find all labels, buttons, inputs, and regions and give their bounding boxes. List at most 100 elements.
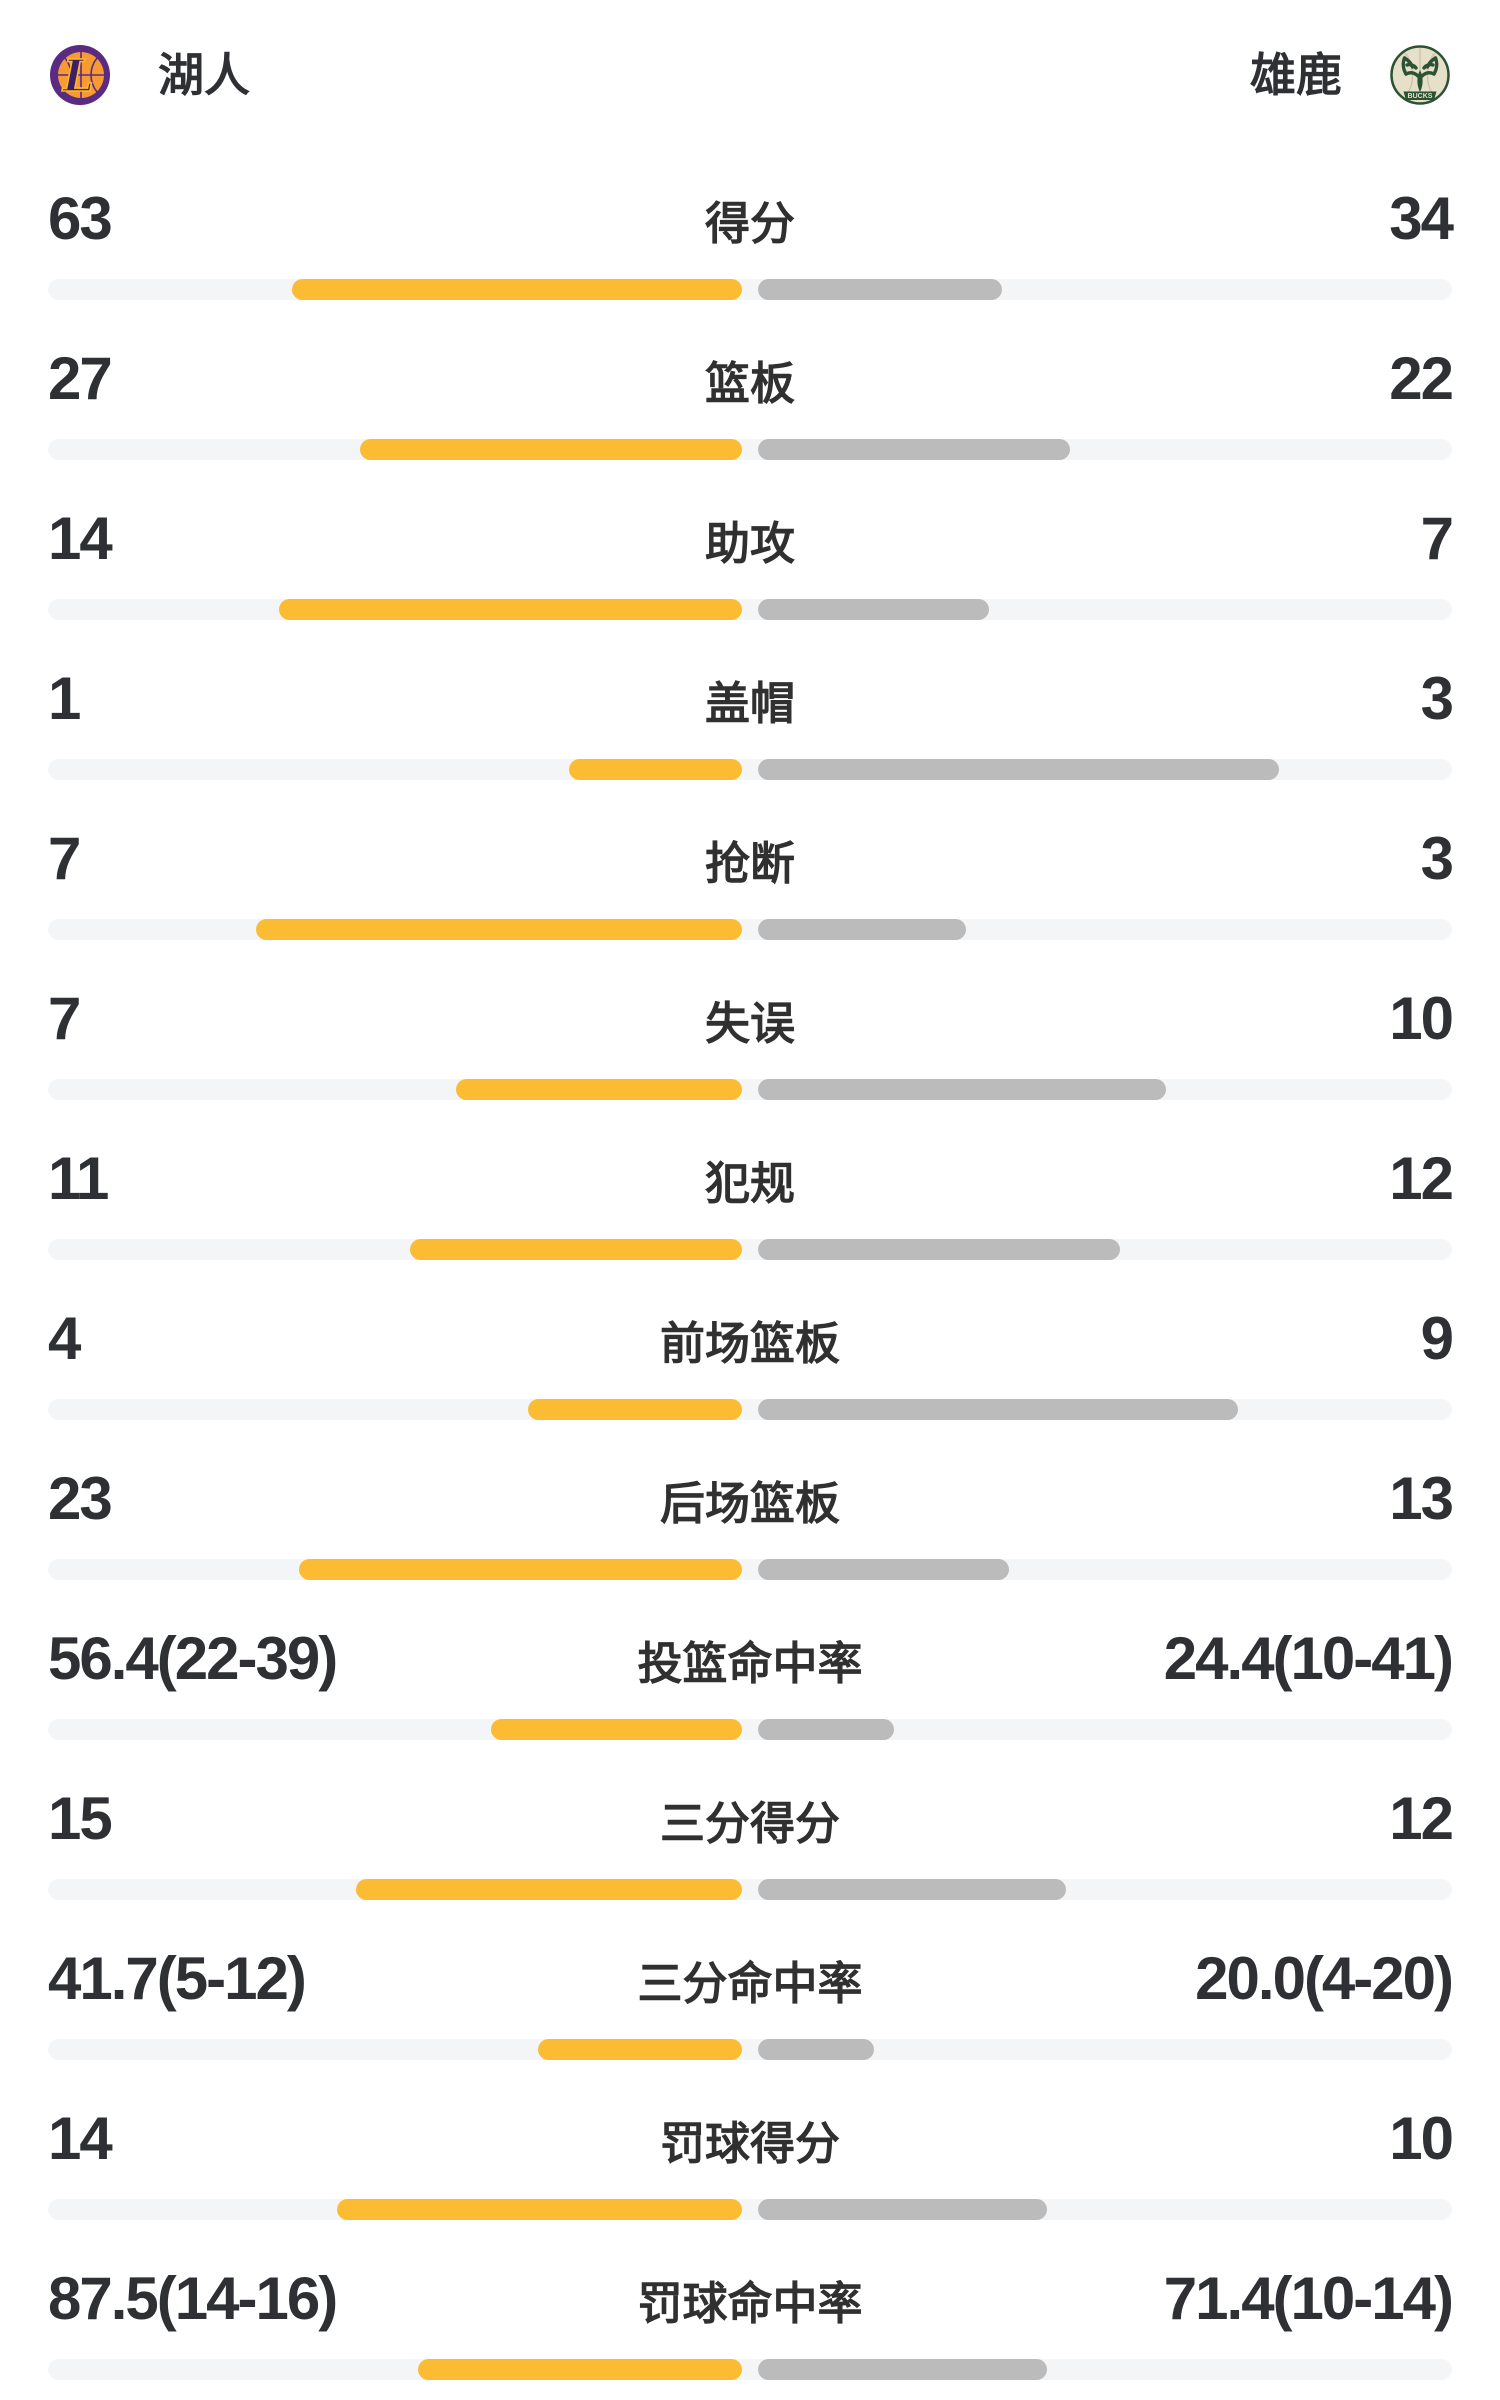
home-bar-area (48, 279, 742, 300)
home-bar-area (48, 2199, 742, 2220)
stat-bar-track (48, 439, 1452, 460)
stat-label: 抢断 (704, 838, 795, 889)
stat-row-text: 27 篮板 22 (48, 345, 1454, 415)
home-value: 1 (48, 665, 81, 732)
away-bar-area (758, 759, 1452, 780)
stat-row-text: 14 罚球得分 10 (48, 2105, 1454, 2175)
away-value: 71.4(10-14) (1163, 2265, 1454, 2332)
home-value: 87.5(14-16) (48, 2265, 338, 2332)
away-bar-area (758, 1239, 1452, 1260)
stat-label: 犯规 (704, 1158, 795, 1209)
stat-row-text: 4 前场篮板 9 (48, 1305, 1454, 1375)
home-bar-fill (356, 1879, 742, 1900)
home-value: 7 (48, 985, 81, 1052)
home-bar-fill (528, 1399, 742, 1420)
home-value: 15 (48, 1785, 113, 1852)
away-value: 3 (1420, 825, 1454, 892)
stat-row-text: 7 失误 10 (48, 985, 1454, 1055)
away-bar-area (758, 1559, 1452, 1580)
stat-label: 得分 (704, 198, 795, 249)
stat-label: 助攻 (704, 518, 795, 569)
stat-bar-track (48, 599, 1452, 620)
home-bar-area (48, 1399, 742, 1420)
stat-label: 三分命中率 (637, 1958, 863, 2009)
stat-label: 篮板 (704, 358, 795, 409)
lakers-logo-letter: L (61, 51, 94, 102)
home-bar-fill (410, 1239, 742, 1260)
home-bar-fill (456, 1079, 742, 1100)
away-value: 24.4(10-41) (1163, 1625, 1454, 1692)
home-bar-area (48, 1079, 742, 1100)
home-team-name: 湖人 (158, 49, 250, 101)
home-bar-fill (568, 759, 742, 780)
stat-row-text: 15 三分得分 12 (48, 1785, 1454, 1855)
stat-row: 27 篮板 22 (0, 320, 1500, 480)
away-bar-area (758, 2199, 1452, 2220)
stat-bar-track (48, 759, 1452, 780)
away-value: 10 (1389, 985, 1454, 1052)
stats-comparison-list: 63 得分 34 27 篮板 22 (0, 160, 1500, 2400)
home-bar-area (48, 1879, 742, 1900)
stat-row-text: 23 后场篮板 13 (48, 1465, 1454, 1535)
home-team[interactable]: L 湖人 (50, 45, 250, 105)
away-bar-area (758, 599, 1452, 620)
stat-row: 14 助攻 7 (0, 480, 1500, 640)
away-value: 22 (1389, 345, 1454, 412)
home-value: 14 (48, 2105, 113, 2172)
home-bar-fill (491, 1719, 742, 1740)
away-bar-area (758, 1719, 1452, 1740)
stat-row-text: 1 盖帽 3 (48, 665, 1454, 735)
stat-bar-track (48, 2199, 1452, 2220)
stat-row: 4 前场篮板 9 (0, 1280, 1500, 1440)
stat-row-text: 14 助攻 7 (48, 508, 1454, 575)
stat-row-text: 56.4(22-39) 投篮命中率 24.4(10-41) (48, 1625, 1454, 1695)
away-bar-fill (758, 2039, 874, 2060)
stat-row-text: 87.5(14-16) 罚球命中率 71.4(10-14) (48, 2265, 1454, 2335)
home-bar-area (48, 919, 742, 940)
stat-row: 7 失误 10 (0, 960, 1500, 1120)
home-bar-area (48, 1239, 742, 1260)
stat-bar-track (48, 2039, 1452, 2060)
home-bar-fill (359, 439, 742, 460)
away-bar-fill (758, 1239, 1121, 1260)
stat-row: 7 抢断 3 (0, 800, 1500, 960)
home-bar-fill (298, 1559, 742, 1580)
stat-row: 41.7(5-12) 三分命中率 20.0(4-20) (0, 1920, 1500, 2080)
lakers-logo: L (50, 45, 110, 105)
stat-row-text: 63 得分 34 (48, 185, 1454, 255)
away-bar-fill (758, 759, 1279, 780)
home-bar-fill (537, 2039, 742, 2060)
home-value: 7 (48, 825, 81, 892)
stat-row: 15 三分得分 12 (0, 1760, 1500, 1920)
home-bar-area (48, 1719, 742, 1740)
away-bar-fill (758, 1079, 1167, 1100)
home-bar-fill (337, 2199, 742, 2220)
away-value: 9 (1420, 1305, 1454, 1372)
home-value: 56.4(22-39) (48, 1625, 338, 1692)
home-value: 27 (48, 345, 113, 412)
away-bar-area (758, 439, 1452, 460)
away-bar-fill (758, 1879, 1067, 1900)
home-bar-fill (291, 279, 742, 300)
stat-bar-track (48, 1559, 1452, 1580)
away-bar-fill (758, 439, 1070, 460)
home-value: 63 (48, 185, 113, 252)
home-value: 23 (48, 1465, 113, 1532)
away-bar-area (758, 1079, 1452, 1100)
home-bar-fill (256, 919, 742, 940)
stat-bar-track (48, 919, 1452, 940)
away-team[interactable]: 雄鹿 BUCKS (1250, 45, 1450, 105)
home-value: 4 (48, 1305, 81, 1372)
stat-row: 56.4(22-39) 投篮命中率 24.4(10-41) (0, 1600, 1500, 1760)
stat-bar-track (48, 1879, 1452, 1900)
stat-label: 失误 (704, 998, 795, 1049)
home-bar-area (48, 2039, 742, 2060)
stat-bar-track (48, 1239, 1452, 1260)
stat-bar-track (48, 1079, 1452, 1100)
away-value: 12 (1389, 1145, 1454, 1212)
away-bar-fill (758, 1399, 1239, 1420)
stat-row: 23 后场篮板 13 (0, 1440, 1500, 1600)
away-value: 20.0(4-20) (1195, 1945, 1454, 2012)
stat-label: 三分得分 (659, 1798, 840, 1849)
stat-row: 11 犯规 12 (0, 1120, 1500, 1280)
